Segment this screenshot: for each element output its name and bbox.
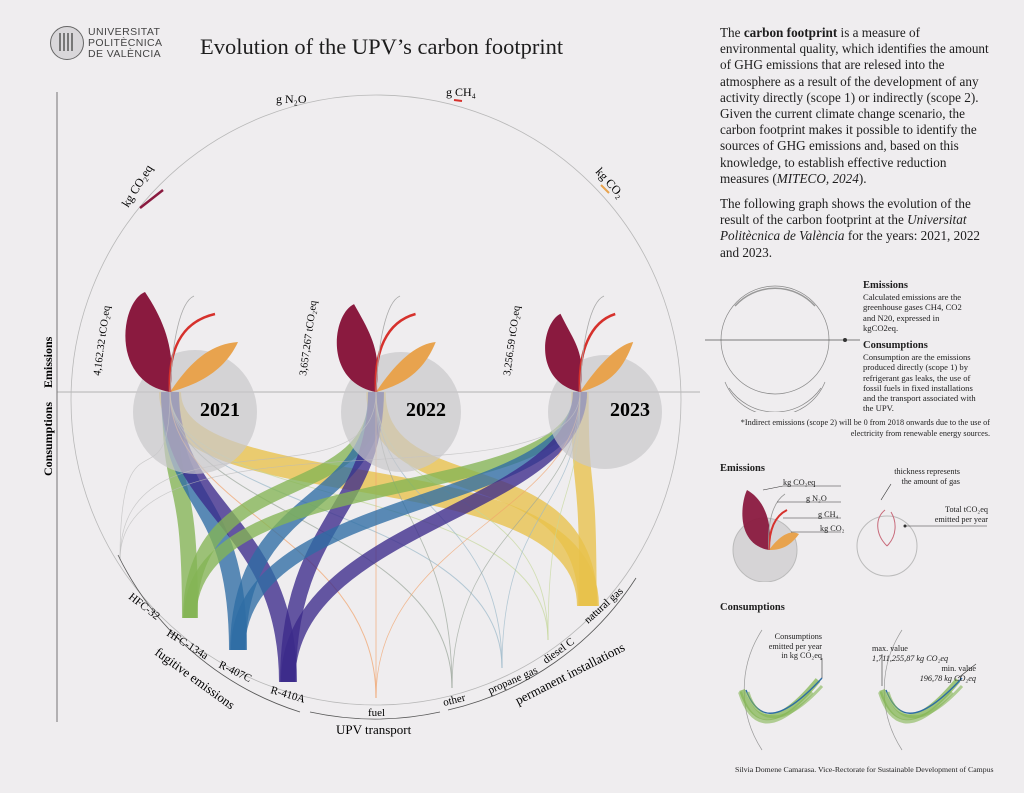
petal-co2eq xyxy=(125,292,172,392)
year-label-2022: 2022 xyxy=(406,399,446,421)
legend-emissions-text: Calculated emissions are the greenhouse … xyxy=(863,292,962,333)
gas-mark-ch4 xyxy=(453,99,463,102)
label-emissions: Emissions xyxy=(41,336,55,388)
seal-icon xyxy=(50,26,84,60)
stroke-ch4 xyxy=(578,312,616,393)
ek-label-co2: kg CO₂ xyxy=(820,524,845,533)
year-total-2022: 3,657,267 tCO₂eq xyxy=(298,299,320,376)
year-glyph-2022: 2022 3,657,267 tCO₂eq xyxy=(298,295,461,472)
ek-label-co2eq: kg CO₂eq xyxy=(783,478,816,487)
gas-label-co2eq: kg CO₂eq xyxy=(119,162,156,209)
stroke-ch4 xyxy=(168,312,216,393)
petal-co2 xyxy=(376,342,436,392)
ek-total-note: Total tCO₂eq emitted per year xyxy=(934,505,988,524)
stroke-n2o xyxy=(169,295,195,393)
stroke-ch4 xyxy=(374,312,416,393)
year-glyph-2023: 2023 3,256.59 tCO₂eq xyxy=(502,295,662,469)
gas-label-co2: kg CO₂ xyxy=(593,165,627,201)
petal-co2eq xyxy=(545,313,582,392)
credit-line: Silvia Domene Camarasa. Vice-Rectorate f… xyxy=(735,765,994,774)
consumptions-key-heading: Consumptions xyxy=(720,602,785,613)
stroke-n2o xyxy=(579,295,605,393)
legend-circle-diagram xyxy=(705,285,860,412)
ck-min-label: min. value xyxy=(941,664,976,673)
emissions-key-diagram xyxy=(732,483,987,582)
arc-transport xyxy=(309,711,441,720)
item-label-dieselc: diesel C xyxy=(541,636,577,667)
year-total-2021: 4,162.32 tCO₂eq xyxy=(92,304,113,376)
legend-consumptions-heading: Consumptions xyxy=(863,340,928,351)
item-label-fuel: fuel xyxy=(368,707,385,719)
ck-max-label: max. value xyxy=(872,644,908,653)
legend-emissions-heading: Emissions xyxy=(863,280,908,291)
gas-mark-co2 xyxy=(600,184,610,194)
ck-emitted-note: Consumptions emitted per year in kg CO₂e… xyxy=(768,632,822,661)
scope2-note: *Indirect emissions (scope 2) will be 0 … xyxy=(740,418,990,438)
item-label-other: other xyxy=(442,692,467,709)
item-label-hfc32: HFC-32 xyxy=(126,591,162,623)
gas-label-n2o: g N₂O xyxy=(276,92,307,106)
legend-consumptions-text: Consumption are the emissions produced d… xyxy=(863,352,976,414)
description-p1: The carbon footprint is a measure of env… xyxy=(720,25,989,186)
arc-fugitive xyxy=(117,554,301,713)
item-label-r407c: R-407C xyxy=(217,659,254,685)
petal-co2 xyxy=(170,342,238,392)
outer-circle xyxy=(70,94,682,706)
petal-co2eq xyxy=(336,304,378,392)
label-consumptions: Consumptions xyxy=(41,402,55,476)
gas-mark-co2eq xyxy=(139,189,164,209)
petal-co2 xyxy=(580,342,634,392)
logo-text: UNIVERSITAT POLITÈCNICA DE VALÈNCIA xyxy=(88,26,163,60)
year-total-2023: 3,256.59 tCO₂eq xyxy=(502,304,523,376)
stroke-n2o xyxy=(375,295,401,393)
gas-label-ch4: g CH₄ xyxy=(446,85,476,99)
carbon-footprint-chart: Emissions Consumptions 2021 4,162.32 tCO₂… xyxy=(41,85,700,737)
ek-label-n2o: g N₂O xyxy=(806,494,827,503)
page-title: Evolution of the UPV’s carbon footprint xyxy=(200,34,564,59)
consumptions-key-diagram xyxy=(738,629,977,751)
year-label-2023: 2023 xyxy=(610,399,650,421)
group-label-transport: UPV transport xyxy=(336,722,412,737)
year-glyph-2021: 2021 4,162.32 tCO₂eq xyxy=(92,292,257,474)
emissions-key-heading: Emissions xyxy=(720,463,765,474)
upv-logo: UNIVERSITAT POLITÈCNICA DE VALÈNCIA xyxy=(50,26,163,62)
gas-labels: kg CO₂eq g N₂O g CH₄ kg CO₂ xyxy=(119,85,627,210)
year-label-2021: 2021 xyxy=(200,399,240,421)
description-p2: The following graph shows the evolution … xyxy=(720,196,981,260)
arc-permanent xyxy=(447,577,637,711)
ek-thickness-note: thickness represents the amount of gas xyxy=(894,467,960,486)
ek-label-ch4: g CH₄ xyxy=(818,510,839,519)
ck-min-value: 196,78 kg CO₂eq xyxy=(919,674,976,683)
ck-max-value: 1,711,255,87 kg CO₂eq xyxy=(872,654,949,663)
